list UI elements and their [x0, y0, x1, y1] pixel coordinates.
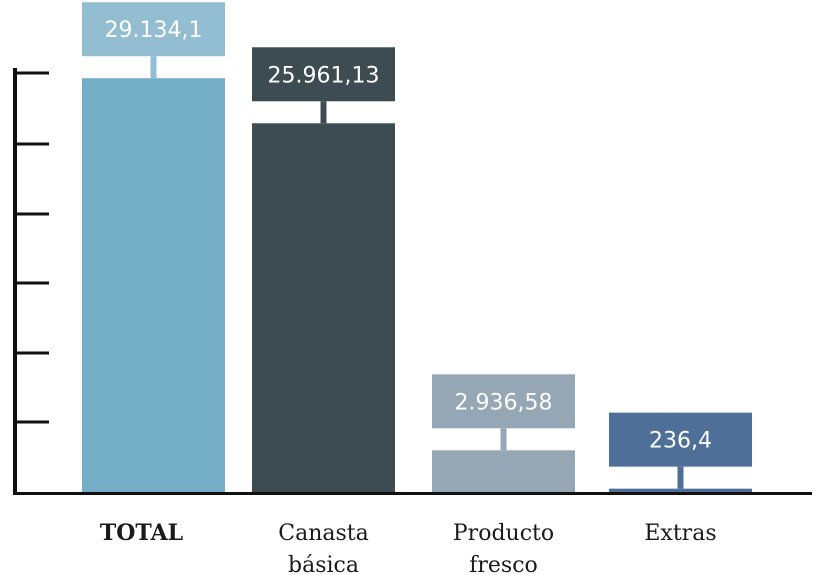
value-labels-layer: 29.134,1 25.961,13 2.936,58 236,4 — [82, 2, 752, 489]
value-label-stem-0 — [150, 56, 157, 79]
y-tick-5 — [13, 71, 49, 75]
category-label-1-line-0: Canasta — [278, 521, 368, 546]
y-tick-0 — [13, 420, 49, 424]
y-tick-1 — [13, 351, 49, 355]
value-label-stem-2 — [500, 428, 507, 451]
bar-1 — [252, 123, 395, 492]
y-tick-4 — [13, 142, 49, 146]
value-label-stem-1 — [320, 101, 327, 124]
value-label-3: 236,4 — [649, 429, 712, 454]
category-label-0-line-0: TOTAL — [100, 520, 183, 546]
category-label-2-line-1: fresco — [469, 553, 538, 575]
category-label-3: Extras — [644, 521, 716, 546]
value-label-box-2 — [432, 374, 575, 429]
value-label-0: 29.134,1 — [105, 18, 203, 43]
category-label-2: Producto fresco — [453, 521, 554, 575]
bar-0 — [82, 78, 225, 492]
category-label-0: TOTAL — [100, 520, 183, 546]
value-label-stem-3 — [677, 466, 684, 489]
category-label-1: Canasta básica — [278, 521, 368, 575]
y-tick-2 — [13, 281, 49, 285]
category-label-1-line-1: básica — [288, 553, 359, 575]
bar-2 — [432, 450, 575, 492]
value-label-box-0 — [82, 2, 225, 57]
value-label-2: 2.936,58 — [455, 390, 553, 415]
value-label-box-3 — [609, 412, 752, 467]
category-labels-layer: TOTAL Canasta básica Producto fresco Extras — [100, 520, 717, 575]
axis-layer — [13, 68, 812, 495]
category-label-3-line-0: Extras — [644, 521, 716, 546]
bar-3 — [609, 488, 752, 492]
value-label-1: 25.961,13 — [268, 63, 380, 88]
x-axis-line — [13, 492, 812, 495]
y-tick-3 — [13, 212, 49, 216]
bars-layer — [82, 78, 752, 492]
value-label-box-1 — [252, 47, 395, 102]
category-label-2-line-0: Producto — [453, 521, 554, 546]
y-axis-line — [13, 68, 17, 494]
